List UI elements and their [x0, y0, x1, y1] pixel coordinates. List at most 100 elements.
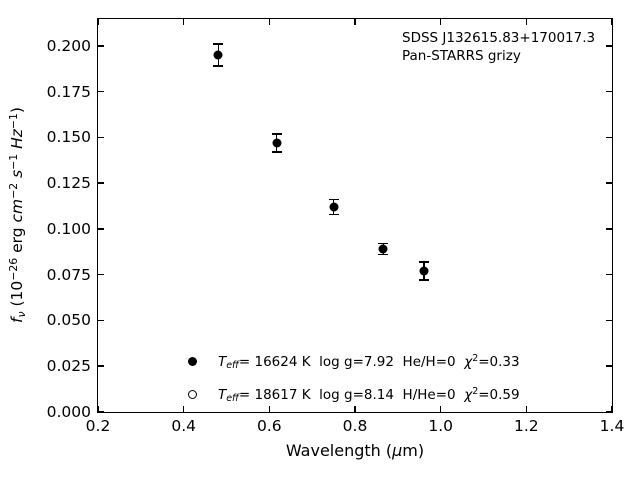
x-tick-label: 0.4 [171, 417, 196, 435]
y-tick-label: 0.075 [46, 265, 91, 284]
label-segment: =0.59 [478, 386, 520, 403]
y-tick-mark-left [98, 411, 104, 413]
error-bar-cap-top [378, 242, 389, 245]
y-tick-mark-left [98, 365, 104, 367]
x-tick-mark-top [354, 19, 356, 25]
open-circle-icon [187, 390, 197, 399]
x-axis-label: Wavelength (μm) [286, 441, 424, 460]
y-tick-mark-right [606, 90, 612, 93]
legend-item: Teff= 18617 K log g=8.14 H/He=0 χ2=0.59 [186, 378, 520, 411]
x-tick-mark-bottom [354, 406, 356, 412]
data-point-r [272, 138, 282, 148]
y-tick-mark-left [98, 273, 104, 276]
y-tick-label: 0.050 [46, 311, 91, 330]
error-bar-cap-top [271, 133, 282, 135]
error-bar-cap-top [328, 198, 339, 201]
data-point-i [329, 202, 339, 212]
legend-item: Teff= 16624 K log g=7.92 He/H=0 χ2=0.33 [186, 345, 520, 378]
y-tick-label: 0.125 [46, 174, 91, 193]
label-segment: χ [464, 386, 473, 403]
y-tick-mark-left [98, 182, 104, 184]
y-tick-label: 0.150 [46, 128, 91, 147]
x-tick-mark-bottom [97, 406, 99, 412]
legend: Teff= 16624 K log g=7.92 He/H=0 χ2=0.33 T… [186, 345, 520, 411]
x-tick-label: 1.2 [514, 417, 539, 435]
label-segment: μ [392, 441, 403, 460]
label-segment: cm [8, 198, 26, 223]
y-tick-mark-right [606, 182, 612, 184]
plot-area: SDSS J132615.83+170017.3 Pan-STARRS griz… [47, 18, 624, 435]
label-segment: f [8, 317, 26, 323]
x-tick-mark-top [525, 19, 528, 25]
annotation-survey: Pan-STARRS grizy [402, 48, 521, 64]
error-bar-cap-bottom [271, 151, 282, 153]
x-tick-mark-top [268, 19, 271, 25]
legend-item-text: Teff= 16624 K log g=7.92 He/H=0 χ2=0.33 [218, 353, 520, 372]
label-segment: −2 [6, 182, 20, 199]
label-segment: T [218, 353, 227, 370]
error-bar-cap-bottom [328, 213, 339, 216]
x-tick-label: 1.4 [599, 417, 625, 435]
x-tick-mark-top [439, 19, 442, 25]
label-segment: = 16624 K log g=7.92 He/H=0 [238, 353, 465, 370]
error-bar-cap-top [418, 261, 429, 263]
x-tick-label: 0.6 [257, 417, 282, 435]
y-tick-label: 0.200 [46, 36, 91, 55]
y-tick-mark-right [606, 411, 612, 413]
legend-marker [186, 357, 198, 366]
y-tick-label: 0.025 [46, 357, 91, 376]
y-tick-mark-right [606, 228, 612, 230]
label-segment: 2 [472, 385, 479, 397]
legend-marker [186, 390, 198, 399]
y-tick-mark-left [98, 136, 104, 139]
y-tick-label: 0.000 [46, 403, 91, 421]
y-tick-mark-right [606, 365, 612, 367]
filled-circle-icon [187, 357, 197, 366]
error-bar-cap-bottom [418, 279, 429, 281]
x-tick-mark-bottom [439, 406, 442, 412]
label-segment: −1 [6, 153, 20, 170]
label-segment: eff [226, 360, 239, 372]
label-segment: Hz [8, 129, 26, 149]
label-segment: = 18617 K log g=8.14 H/He=0 [238, 386, 465, 403]
y-tick-mark-left [98, 90, 104, 93]
y-tick-mark-right [606, 273, 612, 276]
label-segment: (10 [8, 280, 26, 312]
data-point-z [378, 244, 388, 254]
error-bar-cap-bottom [213, 65, 224, 67]
data-point-y [419, 266, 429, 276]
y-tick-label: 0.100 [46, 219, 91, 238]
y-axis-label: fν (10−26 erg cm−2 s−1 Hz−1) [6, 107, 29, 323]
label-segment: =0.33 [478, 353, 520, 370]
x-tick-label: 0.2 [85, 417, 111, 435]
y-tick-mark-left [98, 45, 104, 47]
label-segment: T [218, 386, 227, 403]
x-tick-mark-top [611, 19, 613, 25]
annotation: SDSS J132615.83+170017.3 Pan-STARRS griz… [402, 29, 595, 65]
label-segment: erg [8, 222, 26, 258]
error-bar-cap-top [213, 43, 224, 45]
annotation-object-name: SDSS J132615.83+170017.3 [402, 30, 596, 46]
x-tick-mark-bottom [525, 406, 528, 412]
y-tick-mark-left [98, 319, 104, 322]
x-tick-label: 1.0 [428, 417, 453, 435]
x-tick-mark-bottom [268, 406, 271, 412]
label-segment: eff [226, 393, 239, 405]
label-segment: Wavelength ( [285, 441, 393, 460]
label-segment: χ [464, 353, 473, 370]
x-tick-mark-bottom [182, 406, 185, 412]
data-point-g [213, 50, 223, 60]
label-segment: s [8, 169, 26, 178]
label-segment: m) [402, 441, 425, 460]
label-segment: −1 [6, 113, 20, 130]
label-segment: ν [15, 311, 29, 318]
x-tick-label: 0.8 [342, 417, 368, 435]
y-tick-mark-right [606, 319, 612, 322]
y-tick-label: 0.175 [46, 82, 91, 101]
y-tick-mark-right [606, 45, 612, 47]
x-tick-mark-top [182, 19, 185, 25]
y-tick-mark-left [98, 228, 104, 230]
legend-item-text: Teff= 18617 K log g=8.14 H/He=0 χ2=0.59 [218, 385, 520, 405]
y-tick-mark-right [606, 136, 612, 139]
